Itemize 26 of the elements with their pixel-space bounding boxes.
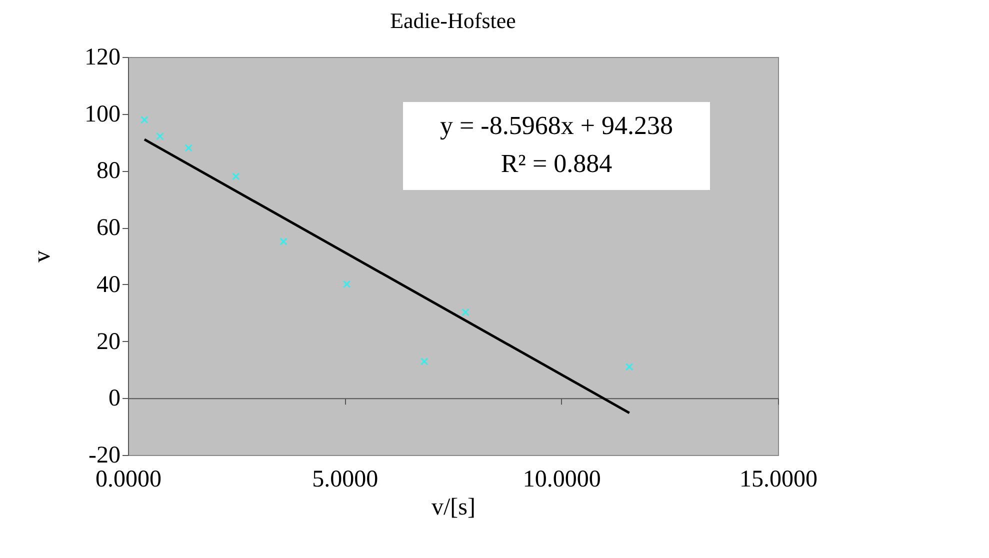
- point: [156, 132, 164, 140]
- y-tick-label: 40: [96, 272, 120, 298]
- point: [232, 172, 240, 180]
- y-tick-label: 20: [96, 328, 120, 355]
- point: [184, 144, 193, 152]
- y-axis-title: v: [30, 250, 56, 262]
- point: [342, 280, 351, 288]
- point: [420, 358, 428, 366]
- point: [462, 308, 470, 316]
- y-tick-label: 60: [96, 215, 120, 242]
- x-axis-title: v/[s]: [432, 494, 476, 520]
- y-tick-label: 120: [84, 44, 120, 70]
- point: [140, 116, 148, 124]
- x-tick-label: 10.0000: [522, 466, 601, 492]
- x-tick-label: 0.0000: [96, 466, 162, 492]
- point: [280, 238, 288, 246]
- x-tick-label: 5.0000: [312, 466, 378, 492]
- y-tick-label: 100: [84, 101, 120, 128]
- y-tick-label: 80: [96, 158, 120, 184]
- chart-title: Eadie-Hofstee: [390, 8, 516, 33]
- x-tick-label: 15.0000: [740, 466, 818, 492]
- point: [625, 362, 634, 371]
- annotation: y = -8.5968x + 94.238: [440, 111, 673, 140]
- y-tick-label: -20: [88, 442, 120, 468]
- y-tick-label: 0: [108, 386, 120, 412]
- annotation: R² = 0.884: [500, 149, 612, 178]
